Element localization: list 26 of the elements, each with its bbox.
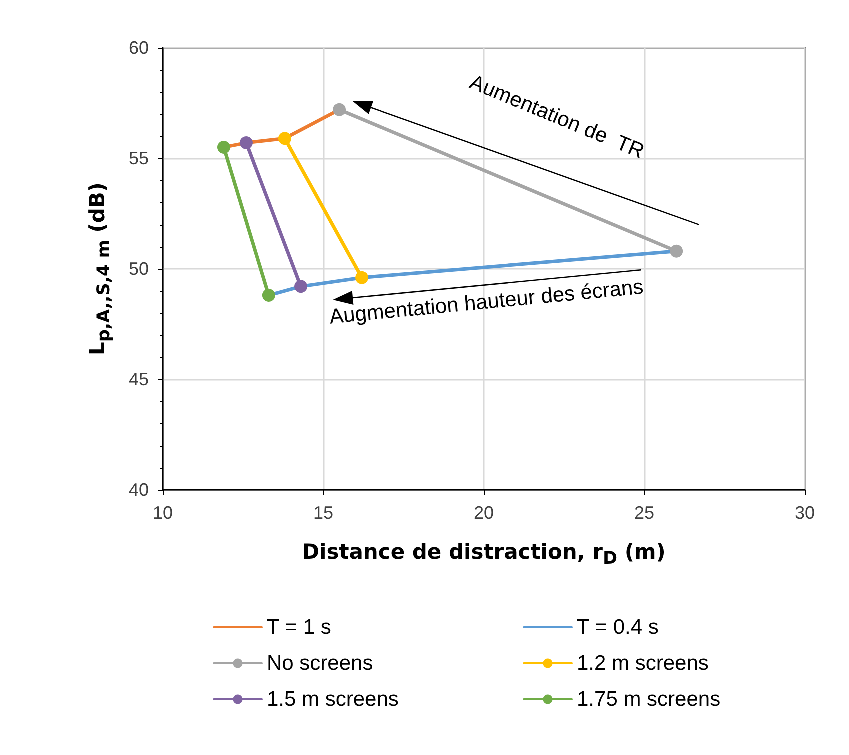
x-tick-label: 25 (634, 503, 655, 523)
point (218, 140, 230, 154)
y-tick-label: 55 (128, 148, 149, 168)
point (278, 132, 292, 146)
x-tick-label: 30 (794, 503, 816, 523)
legend-label: No screens (267, 652, 374, 675)
x-tick-label: 20 (474, 503, 494, 523)
point (333, 103, 346, 116)
point (670, 244, 684, 258)
legend-label: T = 0.4 s (577, 616, 659, 639)
x-axis-title: Distance de distraction, r$_{D}$ (m) (302, 540, 666, 570)
legend-label: 1.2 m screens (577, 652, 709, 675)
point (294, 280, 308, 294)
y-tick-label: 50 (128, 259, 149, 279)
legend-label: 1.5 m screens (267, 688, 399, 711)
annotation: Augmentation hauteur des écrans (328, 276, 645, 329)
legend-label: 1.75 m screens (577, 688, 721, 711)
y-tick-label: 40 (128, 480, 149, 500)
point (240, 136, 253, 150)
legend-label: T = 1 s (267, 616, 332, 639)
point (356, 271, 369, 284)
x-tick-label: 15 (313, 503, 334, 523)
y-tick-label: 45 (128, 370, 149, 390)
point (262, 289, 276, 302)
y-tick-label: 60 (128, 38, 149, 58)
x-tick-label: 10 (152, 503, 174, 523)
